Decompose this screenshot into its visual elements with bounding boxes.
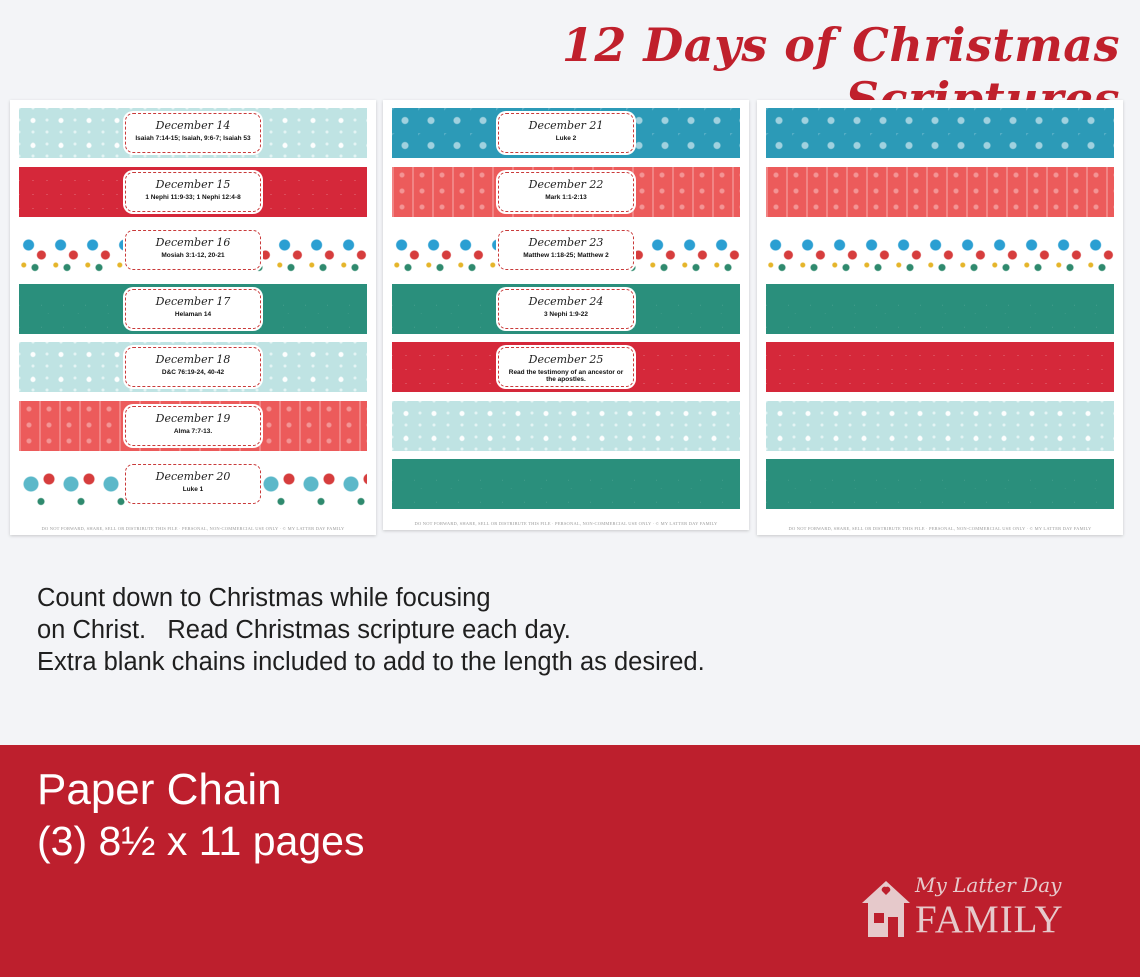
logo-tagline: My Latter Day [915, 873, 1062, 897]
card-date: December 14 [155, 119, 231, 132]
card-scripture-reference: Helaman 14 [174, 310, 212, 318]
description-line: Extra blank chains included to add to th… [37, 648, 705, 676]
chain-strip: December 22 Mark 1:1-2:13 [392, 166, 740, 217]
printable-page: December 21 Luke 2 December 22 Mark 1:1-2:1… [383, 100, 749, 530]
card-scripture-reference: Luke 2 [555, 135, 577, 142]
card-scripture-reference: Matthew 1:18-25; Matthew 2 [523, 252, 609, 259]
chain-strip: December 16 Mosiah 3:1-12, 20-21 [19, 225, 367, 275]
scripture-card: December 16 Mosiah 3:1-12, 20-21 [125, 230, 261, 270]
banner-title: Paper Chain [37, 765, 282, 814]
scripture-card: December 19 Alma 7:7-13. [125, 405, 261, 446]
chain-strip: December 18 D&C 76:19-24, 40-42 [19, 342, 367, 392]
scripture-card: December 25 Read the testimony of an ance… [498, 347, 634, 387]
description-line: on Christ. Read Christmas scripture each… [37, 616, 571, 644]
card-scripture-reference: Mosiah 3:1-12, 20-21 [161, 252, 225, 259]
house-heart-icon [862, 881, 910, 937]
scripture-card: December 24 3 Nephi 1:9-22 [498, 288, 634, 329]
chain-strip: December 24 3 Nephi 1:9-22 [392, 283, 740, 334]
banner-subtitle: (3) 8½ x 11 pages [37, 818, 365, 864]
card-date: December 23 [528, 236, 604, 249]
chain-strip [766, 283, 1114, 334]
chain-strip [766, 225, 1114, 275]
page-footer-notice: DO NOT FORWARD, SHARE, SELL OR DISTRIBUT… [788, 526, 1092, 531]
scripture-card: December 15 1 Nephi 11:9-33; 1 Nephi 12:4… [125, 171, 261, 212]
scripture-card: December 14 Isaiah 7:14-15; Isaiah, 9:6-7… [125, 113, 261, 153]
card-scripture-reference: 3 Nephi 1:9-22 [543, 310, 589, 318]
chain-strip [766, 400, 1114, 451]
card-scripture-reference: D&C 76:19-24, 40-42 [161, 369, 225, 376]
card-date: December 16 [155, 236, 231, 249]
product-description: Count down to Christmas while focusing o… [37, 582, 705, 678]
card-scripture-reference: Luke 1 [182, 486, 204, 493]
printable-page: DO NOT FORWARD, SHARE, SELL OR DISTRIBUT… [757, 100, 1123, 535]
card-date: December 19 [155, 411, 231, 425]
card-date: December 15 [155, 177, 231, 191]
card-scripture-reference: Isaiah 7:14-15; Isaiah, 9:6-7; Isaiah 53 [135, 135, 251, 142]
chain-strip: December 19 Alma 7:7-13. [19, 400, 367, 451]
card-date: December 25 [528, 353, 604, 366]
chain-strip [392, 459, 740, 509]
scripture-card: December 20 Luke 1 [125, 464, 261, 504]
scripture-card: December 18 D&C 76:19-24, 40-42 [125, 347, 261, 387]
brand-logo: My Latter Day FAMILY [860, 867, 1110, 947]
chain-strip [766, 342, 1114, 392]
chain-strip [392, 400, 740, 451]
scripture-card: December 21 Luke 2 [498, 113, 634, 153]
description-line: Count down to Christmas while focusing [37, 584, 491, 612]
chain-strip [766, 166, 1114, 217]
card-date: December 22 [528, 177, 604, 191]
card-date: December 17 [155, 294, 231, 308]
chain-strip [766, 459, 1114, 509]
chain-strip [766, 108, 1114, 158]
card-date: December 20 [155, 470, 231, 483]
chain-strip: December 17 Helaman 14 [19, 283, 367, 334]
chain-strip: December 25 Read the testimony of an ance… [392, 342, 740, 392]
scripture-card: December 23 Matthew 1:18-25; Matthew 2 [498, 230, 634, 270]
scripture-card: December 22 Mark 1:1-2:13 [498, 171, 634, 212]
page-footer-notice: DO NOT FORWARD, SHARE, SELL OR DISTRIBUT… [41, 526, 345, 531]
chain-strip: December 20 Luke 1 [19, 459, 367, 509]
card-scripture-reference: 1 Nephi 11:9-33; 1 Nephi 12:4-8 [145, 193, 241, 201]
logo-wordmark: FAMILY [915, 898, 1064, 941]
chain-strip: December 15 1 Nephi 11:9-33; 1 Nephi 12:4… [19, 166, 367, 217]
chain-strip: December 21 Luke 2 [392, 108, 740, 158]
chain-strip: December 14 Isaiah 7:14-15; Isaiah, 9:6-7… [19, 108, 367, 158]
chain-strip: December 23 Matthew 1:18-25; Matthew 2 [392, 225, 740, 275]
card-scripture-reference: Alma 7:7-13. [173, 427, 213, 435]
card-scripture-reference: Read the testimony of an ancestor or the… [508, 369, 624, 384]
printable-page: December 14 Isaiah 7:14-15; Isaiah, 9:6-7… [10, 100, 376, 535]
card-scripture-reference: Mark 1:1-2:13 [545, 193, 587, 201]
page-footer-notice: DO NOT FORWARD, SHARE, SELL OR DISTRIBUT… [414, 521, 718, 526]
scripture-card: December 17 Helaman 14 [125, 288, 261, 329]
page-title: 12 Days of Christmas Scriptures [561, 18, 1120, 126]
card-date: December 18 [155, 353, 231, 366]
card-date: December 24 [528, 294, 604, 308]
info-banner: Paper Chain (3) 8½ x 11 pages My Latter … [0, 745, 1140, 977]
card-date: December 21 [528, 119, 604, 132]
